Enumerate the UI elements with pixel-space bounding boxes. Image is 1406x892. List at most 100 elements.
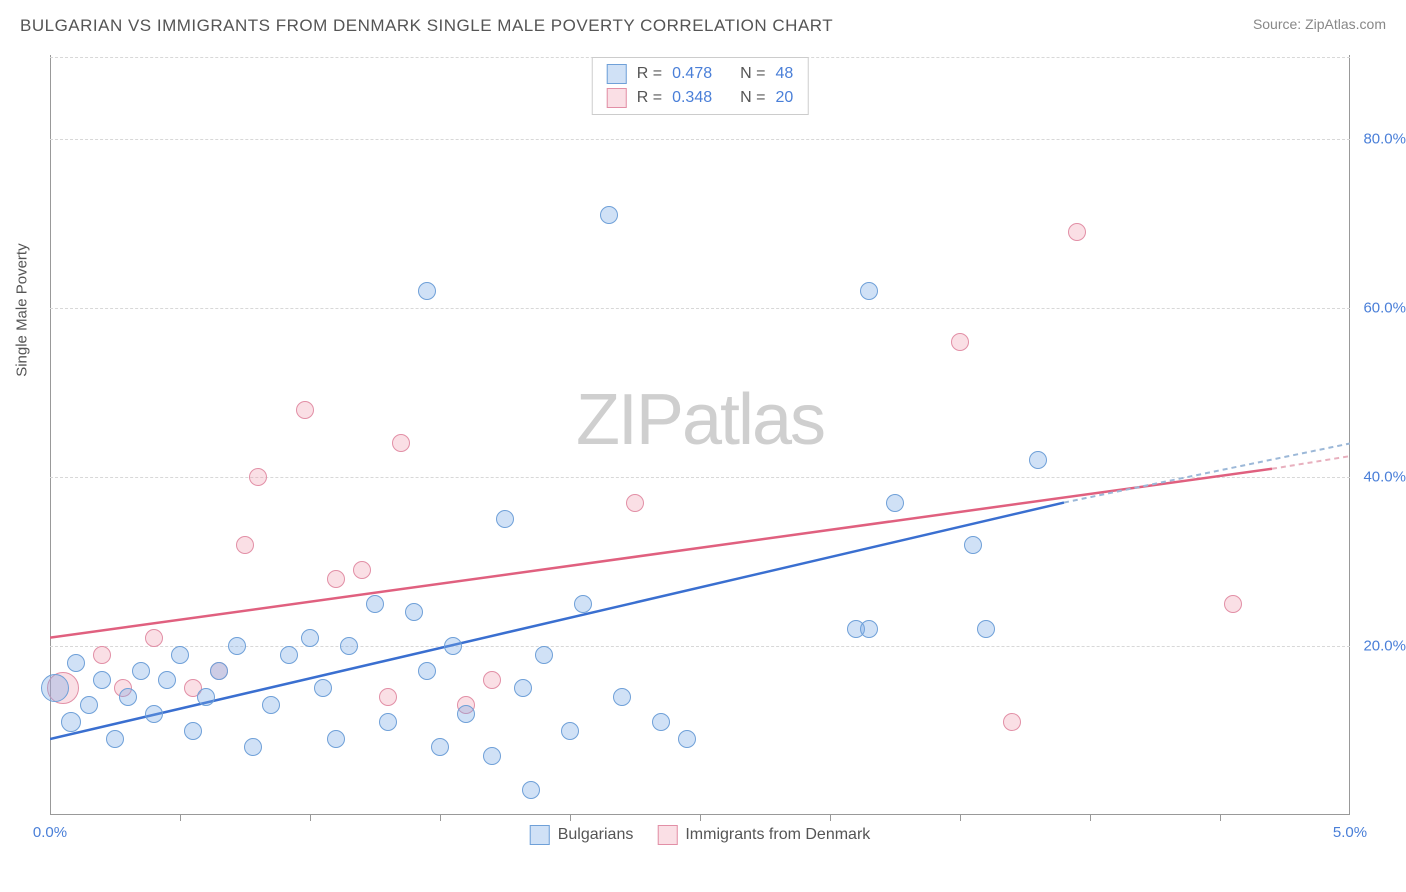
point-bulgarians <box>314 679 332 697</box>
point-denmark <box>145 629 163 647</box>
point-denmark <box>236 536 254 554</box>
swatch-bulgarians <box>607 64 627 84</box>
point-bulgarians <box>561 722 579 740</box>
x-minor-tick <box>440 815 441 821</box>
x-minor-tick <box>700 815 701 821</box>
point-bulgarians <box>379 713 397 731</box>
grid-line <box>50 477 1350 478</box>
point-denmark <box>249 468 267 486</box>
point-bulgarians <box>535 646 553 664</box>
point-bulgarians <box>67 654 85 672</box>
legend-label-denmark: Immigrants from Denmark <box>685 826 870 844</box>
point-bulgarians <box>366 595 384 613</box>
x-minor-tick <box>960 815 961 821</box>
point-bulgarians <box>418 282 436 300</box>
legend-label-bulgarians: Bulgarians <box>558 826 634 844</box>
point-bulgarians <box>431 738 449 756</box>
series-legend: Bulgarians Immigrants from Denmark <box>530 825 871 845</box>
point-bulgarians <box>61 712 81 732</box>
n-value-denmark: 20 <box>775 89 793 107</box>
point-bulgarians <box>262 696 280 714</box>
legend-item-bulgarians: Bulgarians <box>530 825 634 845</box>
x-minor-tick <box>180 815 181 821</box>
regression-lines <box>50 55 1350 815</box>
point-bulgarians <box>210 662 228 680</box>
point-denmark <box>626 494 644 512</box>
stats-legend: R = 0.478 N = 48 R = 0.348 N = 20 <box>592 57 809 115</box>
y-tick-label: 60.0% <box>1363 300 1406 317</box>
point-bulgarians <box>444 637 462 655</box>
swatch-denmark <box>657 825 677 845</box>
point-denmark <box>483 671 501 689</box>
point-denmark <box>296 401 314 419</box>
point-bulgarians <box>340 637 358 655</box>
point-bulgarians <box>977 620 995 638</box>
point-bulgarians <box>652 713 670 731</box>
x-tick-label: 0.0% <box>33 824 67 841</box>
point-bulgarians <box>228 637 246 655</box>
point-denmark <box>379 688 397 706</box>
grid-line <box>50 308 1350 309</box>
n-label: N = <box>740 89 765 107</box>
legend-item-denmark: Immigrants from Denmark <box>657 825 870 845</box>
point-bulgarians <box>418 662 436 680</box>
point-bulgarians <box>119 688 137 706</box>
r-value-denmark: 0.348 <box>672 89 712 107</box>
point-denmark <box>353 561 371 579</box>
point-bulgarians <box>184 722 202 740</box>
point-bulgarians <box>886 494 904 512</box>
point-bulgarians <box>496 510 514 528</box>
stats-row-denmark: R = 0.348 N = 20 <box>607 86 794 110</box>
point-bulgarians <box>93 671 111 689</box>
x-minor-tick <box>1090 815 1091 821</box>
point-bulgarians <box>132 662 150 680</box>
source-attribution: Source: ZipAtlas.com <box>1253 16 1386 32</box>
chart-title: BULGARIAN VS IMMIGRANTS FROM DENMARK SIN… <box>20 16 833 36</box>
point-denmark <box>951 333 969 351</box>
point-bulgarians <box>678 730 696 748</box>
x-tick-label: 5.0% <box>1333 824 1367 841</box>
plot-region: 20.0%40.0%60.0%80.0%0.0%5.0% <box>50 55 1350 815</box>
point-bulgarians <box>106 730 124 748</box>
point-bulgarians <box>197 688 215 706</box>
point-bulgarians <box>41 674 69 702</box>
y-tick-label: 20.0% <box>1363 638 1406 655</box>
y-axis-label: Single Male Poverty <box>14 243 31 376</box>
x-minor-tick <box>310 815 311 821</box>
point-bulgarians <box>600 206 618 224</box>
r-label: R = <box>637 65 662 83</box>
swatch-denmark <box>607 88 627 108</box>
x-minor-tick <box>830 815 831 821</box>
chart-area: Single Male Poverty ZIPatlas 20.0%40.0%6… <box>50 55 1350 815</box>
n-value-bulgarians: 48 <box>775 65 793 83</box>
x-minor-tick <box>570 815 571 821</box>
axis-right <box>1349 55 1350 815</box>
point-bulgarians <box>860 282 878 300</box>
point-bulgarians <box>145 705 163 723</box>
point-denmark <box>392 434 410 452</box>
point-denmark <box>1224 595 1242 613</box>
point-bulgarians <box>327 730 345 748</box>
x-minor-tick <box>1220 815 1221 821</box>
grid-line <box>50 139 1350 140</box>
point-bulgarians <box>301 629 319 647</box>
point-bulgarians <box>158 671 176 689</box>
point-bulgarians <box>860 620 878 638</box>
y-tick-label: 40.0% <box>1363 469 1406 486</box>
point-bulgarians <box>80 696 98 714</box>
point-bulgarians <box>280 646 298 664</box>
point-bulgarians <box>613 688 631 706</box>
r-label: R = <box>637 89 662 107</box>
point-bulgarians <box>514 679 532 697</box>
point-bulgarians <box>522 781 540 799</box>
point-bulgarians <box>483 747 501 765</box>
point-bulgarians <box>171 646 189 664</box>
point-denmark <box>1068 223 1086 241</box>
n-label: N = <box>740 65 765 83</box>
point-denmark <box>327 570 345 588</box>
swatch-bulgarians <box>530 825 550 845</box>
point-bulgarians <box>457 705 475 723</box>
stats-row-bulgarians: R = 0.478 N = 48 <box>607 62 794 86</box>
y-tick-label: 80.0% <box>1363 131 1406 148</box>
point-bulgarians <box>964 536 982 554</box>
